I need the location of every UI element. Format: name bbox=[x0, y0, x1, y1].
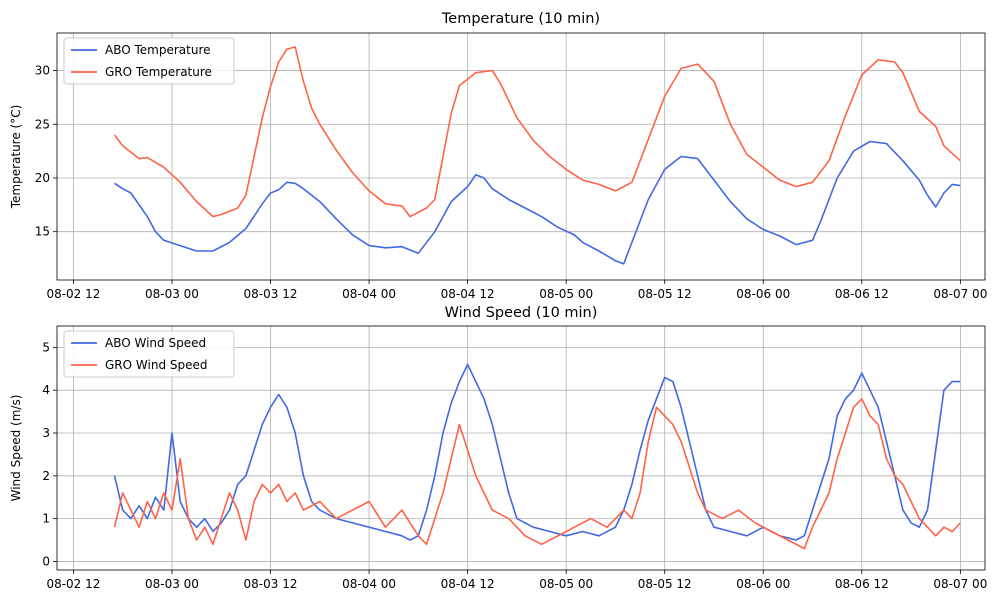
x-tick-label: 08-03 00 bbox=[145, 577, 199, 591]
x-tick-label: 08-05 12 bbox=[638, 287, 692, 301]
plot-frame bbox=[56, 325, 986, 571]
x-tick-label: 08-03 12 bbox=[244, 577, 298, 591]
plot-frame bbox=[56, 32, 986, 281]
y-tick-label: 15 bbox=[35, 225, 50, 239]
legend-label: ABO Temperature bbox=[105, 43, 211, 57]
chart-wind-speed: 08-02 12 08-03 00 08-03 12 08-04 00 08-04 12… bbox=[9, 305, 987, 591]
legend-box bbox=[63, 37, 235, 85]
y-axis-title: Temperature (°C) bbox=[9, 105, 23, 210]
y-axis-title: Wind Speed (m/s) bbox=[9, 395, 23, 502]
legend-label: GRO Wind Speed bbox=[105, 358, 208, 372]
x-tick-label: 08-03 00 bbox=[145, 287, 199, 301]
series-line-gro bbox=[113, 398, 961, 550]
y-tick-label: 30 bbox=[35, 64, 50, 78]
y-tick-label: 3 bbox=[42, 426, 50, 440]
chart-title: Wind Speed (10 min) bbox=[445, 305, 598, 321]
x-tick-label: 08-04 12 bbox=[441, 577, 495, 591]
x-tick-label: 08-03 12 bbox=[244, 287, 298, 301]
series-line-abo bbox=[114, 140, 961, 265]
x-tick-label: 08-02 12 bbox=[46, 577, 100, 591]
x-tick-label: 08-05 00 bbox=[539, 577, 593, 591]
legend: ABO Temperature GRO Temperature bbox=[63, 37, 235, 85]
x-tick-label: 08-07 00 bbox=[933, 287, 987, 301]
y-tick-label: 2 bbox=[42, 469, 50, 483]
y-tick-label: 20 bbox=[35, 171, 50, 185]
y-tick-label: 4 bbox=[42, 383, 50, 397]
x-tick-label: 08-06 12 bbox=[835, 287, 889, 301]
x-tick-label: 08-06 00 bbox=[736, 287, 790, 301]
series-line-gro bbox=[113, 46, 961, 218]
x-tick-label: 08-06 12 bbox=[835, 577, 889, 591]
x-tick-label: 08-04 00 bbox=[342, 577, 396, 591]
x-tick-label: 08-05 00 bbox=[539, 287, 593, 301]
y-tick-label: 5 bbox=[42, 340, 50, 354]
x-tick-label: 08-06 00 bbox=[736, 577, 790, 591]
x-tick-label: 08-04 00 bbox=[342, 287, 396, 301]
y-tick-label: 0 bbox=[42, 554, 50, 568]
x-tick-label: 08-04 12 bbox=[441, 287, 495, 301]
chart-title: Temperature (10 min) bbox=[441, 11, 600, 27]
x-tick-label: 08-05 12 bbox=[638, 577, 692, 591]
y-tick-label: 1 bbox=[42, 512, 50, 526]
x-tick-label: 08-02 12 bbox=[46, 287, 100, 301]
legend-label: GRO Temperature bbox=[105, 65, 212, 79]
chart-temperature: 08-02 12 08-03 00 08-03 12 08-04 00 08-04 12… bbox=[9, 11, 987, 301]
series-line-abo bbox=[113, 363, 961, 541]
legend-label: ABO Wind Speed bbox=[105, 336, 206, 350]
x-tick-label: 08-07 00 bbox=[933, 577, 987, 591]
y-tick-label: 25 bbox=[35, 117, 50, 131]
legend-box bbox=[63, 330, 235, 378]
legend: ABO Wind Speed GRO Wind Speed bbox=[63, 330, 235, 378]
